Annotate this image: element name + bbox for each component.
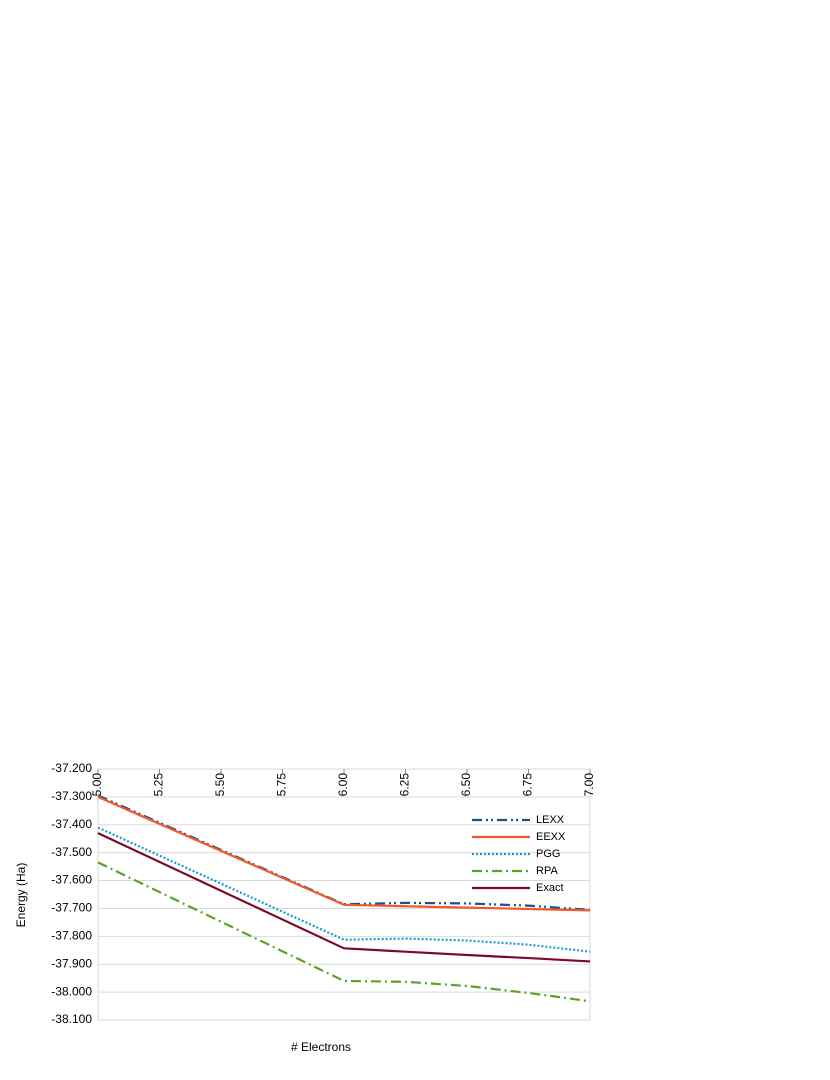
series-line <box>97 795 591 912</box>
plot-border <box>97 768 591 1021</box>
y-tick-label: -37.500 <box>51 845 92 859</box>
y-tick-label: -37.300 <box>51 789 92 803</box>
x-tick-label: 5.50 <box>213 773 227 797</box>
x-tick-label: 6.75 <box>521 773 535 797</box>
x-tick-label: 7.00 <box>582 773 596 797</box>
y-tick-label: -37.800 <box>51 929 92 943</box>
series-line <box>97 832 591 963</box>
y-tick-label: -38.100 <box>51 1012 92 1026</box>
y-axis-title: Energy (Ha) <box>14 863 28 928</box>
x-tick-label: 6.25 <box>398 773 412 797</box>
y-tick-label: -37.900 <box>51 956 92 970</box>
y-tick-label: -37.400 <box>51 817 92 831</box>
y-tick-label: -38.000 <box>51 984 92 998</box>
legend-label: PGG <box>536 848 560 860</box>
legend-label: Exact <box>536 882 564 894</box>
x-tick-label: 5.25 <box>152 773 166 797</box>
x-tick-label: 6.50 <box>459 773 473 797</box>
x-tick-label: 5.00 <box>90 773 104 797</box>
legend-label: LEXX <box>536 814 565 826</box>
series-line <box>97 826 591 953</box>
legend-label: EEXX <box>536 831 566 843</box>
y-tick-label: -37.200 <box>51 761 92 775</box>
series-line <box>97 861 591 1003</box>
legend-label: RPA <box>536 865 558 877</box>
y-tick-label: -37.700 <box>51 901 92 915</box>
x-tick-label: 6.00 <box>336 773 350 797</box>
x-axis-title: # Electrons <box>291 1040 351 1054</box>
x-tick-label: 5.75 <box>275 773 289 797</box>
y-tick-label: -37.600 <box>51 873 92 887</box>
